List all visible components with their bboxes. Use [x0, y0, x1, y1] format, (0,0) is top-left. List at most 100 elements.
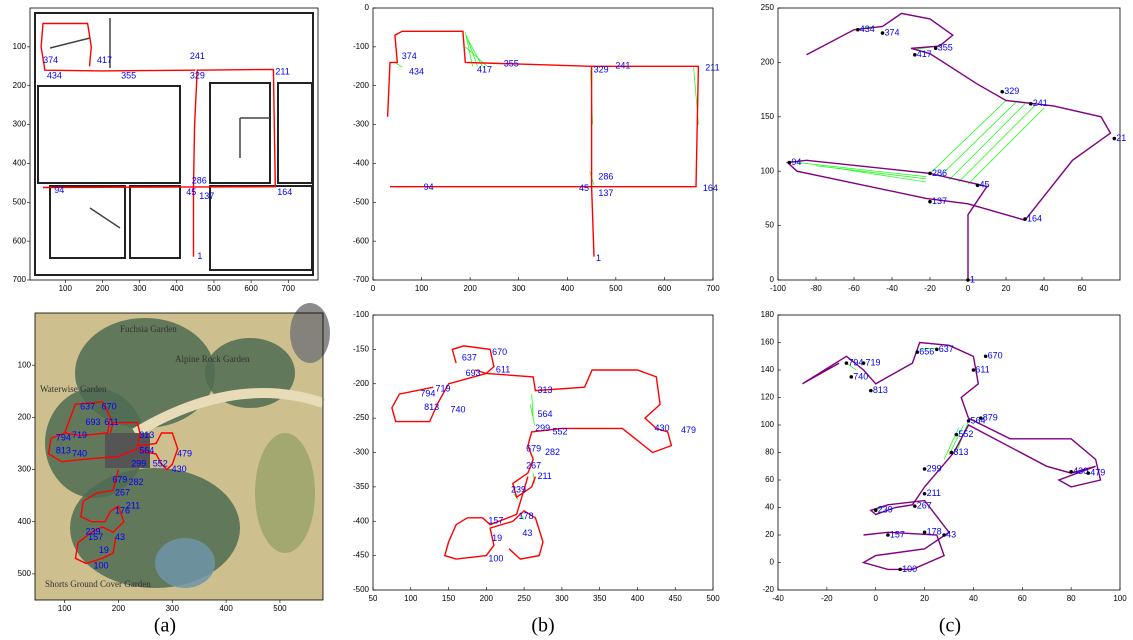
- x-tick-label: -100: [770, 284, 787, 293]
- y-tick-label: 100: [761, 420, 775, 429]
- plot-area: [778, 315, 1120, 590]
- caption: (b): [531, 615, 554, 637]
- y-tick-label: 600: [13, 236, 27, 245]
- x-tick-label: -20: [821, 594, 833, 603]
- y-tick-label: 50: [765, 221, 774, 230]
- y-tick-label: 500: [18, 569, 32, 578]
- node-label: 670: [102, 401, 117, 411]
- garden-bed: [155, 538, 215, 588]
- node-label: 157: [890, 529, 905, 539]
- node-label: 794: [56, 433, 71, 443]
- y-tick-label: 200: [18, 412, 32, 421]
- y-tick-label: 160: [761, 338, 775, 347]
- y-tick-label: -400: [353, 516, 370, 525]
- node-label: 355: [938, 43, 953, 53]
- node-label: 479: [1090, 468, 1105, 478]
- y-tick-label: 20: [765, 530, 774, 539]
- map-text: Alpine Rock Garden: [175, 354, 250, 364]
- y-tick-label: 40: [765, 503, 774, 512]
- x-tick-label: 200: [112, 604, 126, 613]
- y-tick-label: 0: [770, 275, 775, 284]
- node-label: 611: [496, 364, 510, 374]
- y-tick-label: 0: [770, 558, 775, 567]
- y-tick-label: -250: [353, 413, 370, 422]
- node-label: 137: [199, 191, 214, 201]
- x-tick-label: 80: [1067, 594, 1076, 603]
- node-label: 656: [919, 347, 934, 357]
- y-tick-label: 200: [13, 81, 27, 90]
- node-label: 374: [402, 51, 417, 61]
- node-label: 374: [43, 55, 58, 65]
- node-label: 211: [927, 488, 941, 498]
- x-tick-label: 600: [244, 284, 258, 293]
- y-tick-label: -200: [353, 81, 370, 90]
- node-label: 267: [917, 501, 932, 511]
- caption: (c): [939, 615, 961, 637]
- x-tick-label: 100: [404, 594, 418, 603]
- node-label: 286: [192, 175, 207, 185]
- x-tick-label: 350: [593, 594, 607, 603]
- node-label: 282: [129, 477, 144, 487]
- node-label: 239: [511, 485, 526, 495]
- x-tick-label: 300: [512, 284, 526, 293]
- x-tick-label: 300: [166, 604, 180, 613]
- x-tick-label: 20: [920, 594, 929, 603]
- node-label: 794: [420, 388, 435, 398]
- node-label: 740: [853, 371, 868, 381]
- node-label: 178: [519, 511, 534, 521]
- node-label: 313: [953, 447, 968, 457]
- y-tick-label: -600: [353, 236, 370, 245]
- x-tick-label: 0: [371, 284, 376, 293]
- x-tick-label: 400: [219, 604, 233, 613]
- y-tick-label: -200: [353, 379, 370, 388]
- node-label: 719: [72, 430, 87, 440]
- node-label: 45: [186, 187, 196, 197]
- x-tick-label: 400: [561, 284, 575, 293]
- x-tick-label: 600: [658, 284, 672, 293]
- node-label: 239: [878, 505, 893, 515]
- x-tick-label: -20: [924, 284, 936, 293]
- y-tick-label: -300: [353, 120, 370, 129]
- node-label: 552: [958, 429, 973, 439]
- node-label: 45: [980, 180, 990, 190]
- node-label: 157: [488, 516, 503, 526]
- x-tick-label: 300: [133, 284, 147, 293]
- node-label: 479: [681, 425, 696, 435]
- y-tick-label: 180: [761, 310, 775, 319]
- node-label: 679: [112, 474, 127, 484]
- y-tick-label: 0: [365, 3, 370, 12]
- node-label: 286: [932, 168, 947, 178]
- node-label: 241: [615, 61, 630, 71]
- x-tick-label: 100: [1113, 594, 1127, 603]
- y-tick-label: 300: [13, 120, 27, 129]
- node-label: 611: [975, 364, 989, 374]
- x-tick-label: 200: [96, 284, 110, 293]
- x-tick-label: 100: [58, 604, 72, 613]
- y-tick-label: 200: [761, 58, 775, 67]
- node-label: 564: [537, 409, 552, 419]
- y-tick-label: -500: [353, 585, 370, 594]
- node-label: 178: [927, 527, 942, 537]
- x-tick-label: -60: [848, 284, 860, 293]
- y-tick-label: 140: [761, 365, 775, 374]
- y-tick-label: -500: [353, 197, 370, 206]
- node-label: 43: [946, 529, 956, 539]
- figure: 1002003004005006007001002003004005006007…: [0, 0, 1133, 640]
- y-tick-label: -450: [353, 551, 370, 560]
- node-label: 313: [139, 430, 154, 440]
- y-tick-label: 60: [765, 475, 774, 484]
- node-label: 679: [526, 443, 541, 453]
- y-tick-label: 250: [761, 3, 775, 12]
- node-label: 137: [932, 196, 947, 206]
- plot-area: [373, 8, 713, 280]
- x-tick-label: 500: [609, 284, 623, 293]
- y-tick-label: 100: [18, 360, 32, 369]
- y-tick-label: -350: [353, 482, 370, 491]
- node-label: 813: [873, 385, 888, 395]
- y-tick-label: 400: [13, 159, 27, 168]
- node-label: 611: [104, 417, 118, 427]
- node-label: 329: [1004, 86, 1019, 96]
- node-label: 355: [121, 70, 136, 80]
- x-tick-label: 0: [873, 594, 878, 603]
- x-tick-label: 300: [555, 594, 569, 603]
